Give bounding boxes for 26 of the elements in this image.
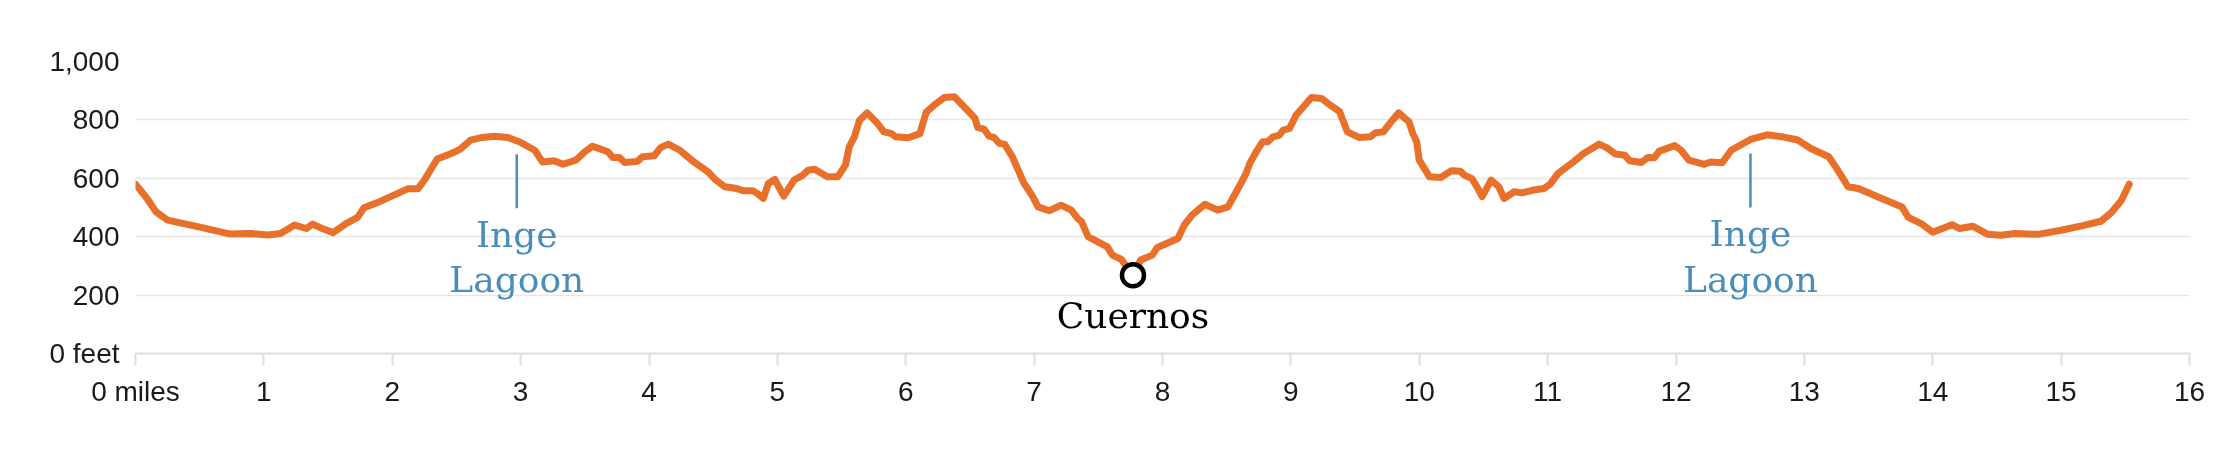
y-tick-label: 600 — [72, 162, 120, 194]
x-tick-label: 11 — [1533, 375, 1563, 407]
x-tick-label: 1 — [256, 375, 272, 407]
x-tick-label: 6 — [897, 375, 914, 407]
x-tick-label: 13 — [1788, 375, 1820, 407]
x-tick-label: 9 — [1283, 375, 1299, 407]
x-tick-label: 15 — [2045, 375, 2077, 407]
y-tick-label: 200 — [72, 279, 120, 311]
x-tick-label: 12 — [1660, 375, 1692, 407]
y-tick-label: 1,000 — [49, 46, 120, 77]
x-tick-label: 14 — [1917, 375, 1949, 407]
y-tick-label: 0 feet — [49, 338, 120, 369]
x-tick-label: 16 — [2173, 375, 2206, 407]
y-tick-label: 800 — [72, 104, 120, 136]
x-tick-label: 2 — [384, 375, 401, 407]
x-tick-label: 0 miles — [91, 375, 180, 407]
annotation: Inge Lagoon — [1682, 213, 1818, 300]
annotation: Inge Lagoon — [449, 214, 585, 301]
x-tick-label: 5 — [769, 375, 786, 407]
x-tick-label: 3 — [512, 375, 529, 407]
x-tick-label: 10 — [1403, 375, 1435, 407]
x-tick-label: 7 — [1026, 375, 1042, 407]
annotation: Cuernos — [1056, 295, 1210, 337]
x-tick-label: 4 — [641, 375, 657, 407]
y-tick-label: 400 — [72, 221, 120, 253]
x-tick-label: 8 — [1154, 375, 1171, 407]
